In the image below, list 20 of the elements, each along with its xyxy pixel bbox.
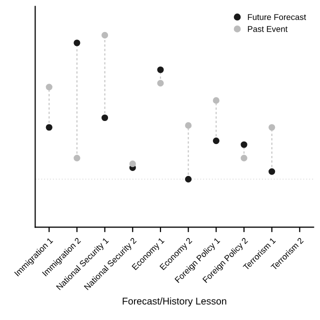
point [268,168,276,175]
point [74,40,80,46]
point [129,160,136,168]
point [102,32,108,38]
point [212,97,220,104]
point [240,154,248,162]
point [157,80,164,86]
point [240,141,248,148]
point [46,124,52,131]
point [212,138,220,144]
legend-label: Past Event [248,26,288,32]
point [185,176,192,182]
point [74,154,80,162]
legend-label: Future Forecast [248,14,306,20]
point [268,124,276,131]
point [185,122,192,129]
x-axis-title: Forecast/History Lesson [122,297,226,306]
point [102,114,108,122]
point [157,66,164,74]
point [46,84,52,90]
